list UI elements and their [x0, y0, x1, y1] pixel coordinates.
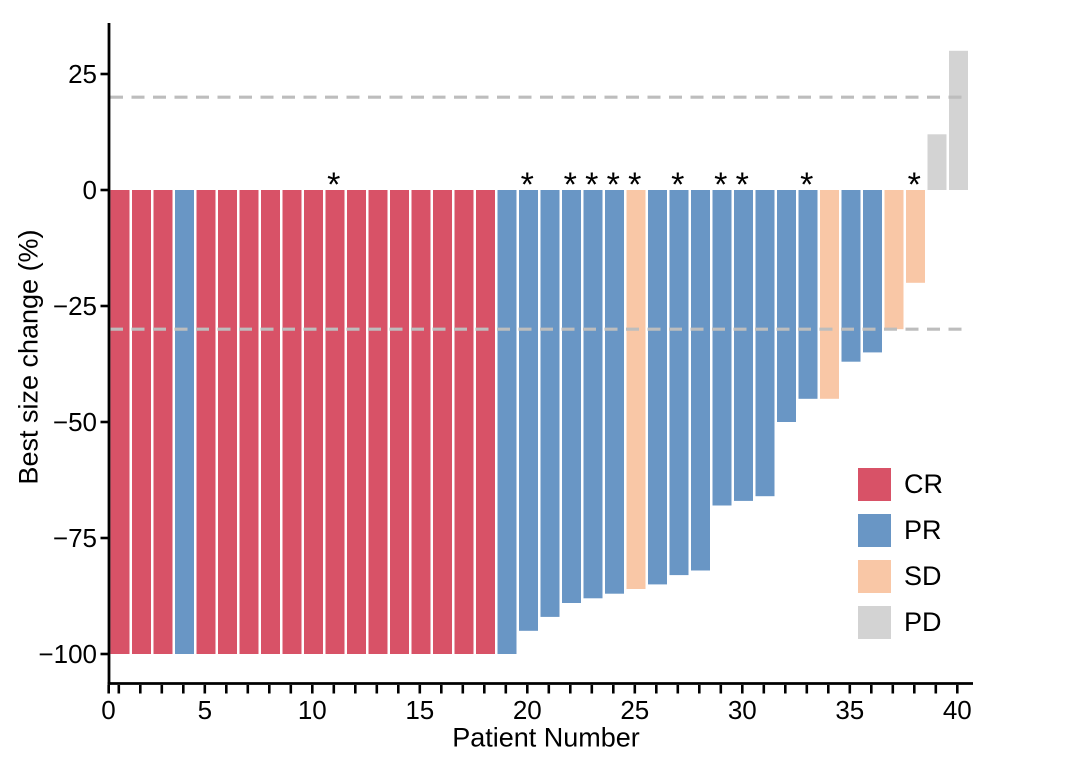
asterisk-patient-24: *	[607, 166, 620, 204]
asterisk-patient-38: *	[908, 166, 921, 204]
legend-item-pd: PD	[858, 606, 943, 639]
bar-patient-35	[841, 190, 861, 362]
bar-patient-19	[497, 190, 517, 654]
y-axis-title: Best size change (%)	[13, 229, 44, 485]
x-tick-label-30: 30	[728, 695, 757, 725]
legend-label-pr: PR	[904, 515, 942, 545]
bar-patient-2	[132, 190, 151, 654]
bar-patient-5	[196, 190, 216, 654]
y-tick-label-25: 25	[68, 59, 97, 89]
y-tick-label--25: −25	[53, 291, 97, 321]
bar-patient-13	[368, 190, 388, 654]
bar-patient-14	[390, 190, 409, 654]
bar-patient-28	[691, 190, 710, 571]
legend-item-pr: PR	[858, 514, 943, 547]
bar-patient-4	[175, 190, 194, 654]
asterisk-patient-30: *	[736, 166, 749, 204]
bar-patient-27	[669, 190, 689, 576]
asterisk-patient-20: *	[521, 166, 534, 204]
bar-patient-8	[261, 190, 280, 654]
x-tick-label-40: 40	[943, 695, 972, 725]
legend-label-sd: SD	[904, 561, 942, 591]
y-tick-label--100: −100	[38, 639, 97, 669]
bar-patient-36	[863, 190, 882, 353]
bar-patient-26	[648, 190, 667, 585]
x-tick-label-10: 10	[298, 695, 327, 725]
legend-label-pd: PD	[904, 607, 942, 637]
y-tick-label--75: −75	[53, 523, 97, 553]
asterisk-patient-11: *	[327, 166, 340, 204]
legend-swatch-pd	[858, 606, 891, 639]
bar-patient-32	[777, 190, 796, 422]
bar-patient-24	[605, 190, 624, 594]
asterisk-patient-23: *	[585, 166, 598, 204]
bar-patient-11	[325, 190, 345, 654]
asterisk-patient-25: *	[628, 166, 641, 204]
bar-patient-22	[562, 190, 581, 603]
legend: CR PR SD PD	[858, 468, 943, 652]
bar-patient-23	[583, 190, 603, 599]
y-tick-label-0: 0	[83, 175, 97, 205]
asterisk-patient-29: *	[714, 166, 727, 204]
legend-swatch-cr	[858, 468, 891, 501]
bar-patient-6	[218, 190, 237, 654]
bar-patient-33	[798, 190, 818, 399]
bar-patient-3	[153, 190, 173, 654]
legend-label-cr: CR	[904, 469, 943, 499]
bar-patient-15	[411, 190, 431, 654]
bar-patient-29	[712, 190, 732, 506]
x-tick-label-20: 20	[513, 695, 542, 725]
bar-patient-39	[927, 134, 947, 190]
bar-patient-10	[304, 190, 323, 654]
x-tick-label-35: 35	[835, 695, 864, 725]
bar-patient-16	[433, 190, 452, 654]
asterisk-patient-33: *	[800, 166, 813, 204]
legend-swatch-pr	[858, 514, 891, 547]
bar-patient-40	[949, 50, 968, 190]
y-tick-label--50: −50	[53, 407, 97, 437]
x-tick-label-0: 0	[101, 695, 115, 725]
x-tick-label-25: 25	[620, 695, 649, 725]
asterisk-patient-27: *	[671, 166, 684, 204]
bar-patient-21	[540, 190, 560, 617]
bar-patient-7	[239, 190, 259, 654]
bar-patient-38	[906, 190, 925, 283]
bar-patient-20	[519, 190, 538, 631]
legend-item-sd: SD	[858, 560, 943, 593]
legend-swatch-sd	[858, 560, 891, 593]
bar-patient-37	[884, 190, 904, 330]
bar-patient-1	[110, 190, 130, 654]
x-axis-title: Patient Number	[452, 722, 640, 753]
bar-patient-18	[476, 190, 495, 654]
bar-patient-25	[626, 190, 646, 589]
bar-patient-12	[347, 190, 366, 654]
legend-item-cr: CR	[858, 468, 943, 501]
bar-patient-9	[282, 190, 302, 654]
asterisk-patient-22: *	[564, 166, 577, 204]
x-tick-label-5: 5	[198, 695, 212, 725]
bar-patient-34	[820, 190, 839, 399]
x-tick-label-15: 15	[405, 695, 434, 725]
bar-patient-30	[734, 190, 753, 501]
bar-patient-31	[755, 190, 775, 497]
bar-patient-17	[454, 190, 474, 654]
